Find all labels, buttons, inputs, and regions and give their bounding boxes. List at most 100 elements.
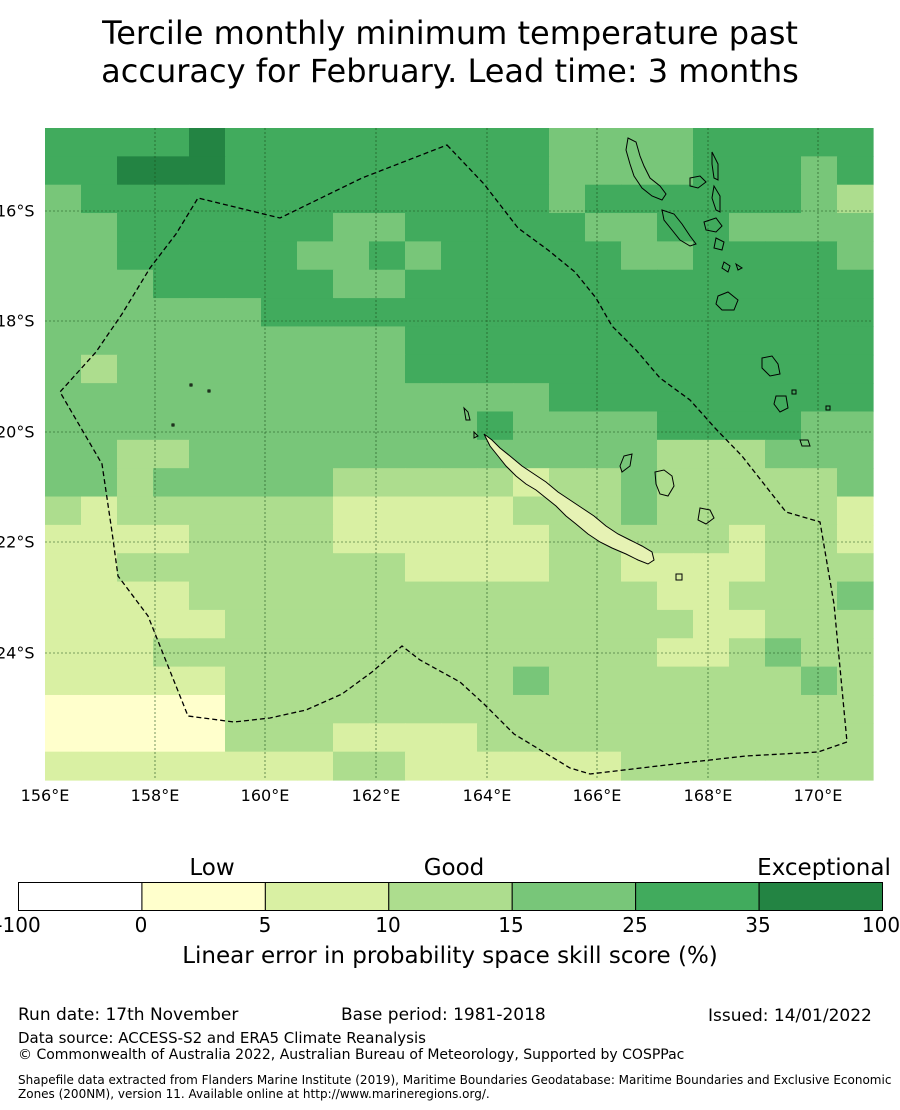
- grid-cell: [513, 694, 550, 724]
- grid-cell: [801, 723, 838, 753]
- grid-cell: [621, 751, 658, 781]
- grid-cell: [549, 439, 586, 469]
- grid-cell: [189, 468, 226, 498]
- grid-cell: [261, 751, 298, 781]
- grid-cell: [801, 751, 838, 781]
- grid-cell: [621, 723, 658, 753]
- grid-cell: [405, 156, 442, 186]
- grid-cell: [621, 156, 658, 186]
- grid-cell: [81, 241, 118, 271]
- grid-cell: [729, 326, 766, 356]
- grid-cell: [45, 553, 82, 583]
- chart-title: Tercile monthly minimum temperature past…: [0, 14, 900, 90]
- lat-label-24s: 24°S: [0, 643, 35, 663]
- grid-cell: [729, 213, 766, 242]
- grid-cell: [657, 496, 694, 526]
- colorbar-segment: [758, 882, 884, 911]
- colorbar-title: Linear error in probability space skill …: [182, 943, 718, 969]
- grid-cell: [801, 241, 838, 271]
- grid-cell: [729, 156, 766, 186]
- grid-cell: [297, 213, 334, 242]
- grid-cell: [333, 638, 370, 668]
- grid-cell: [405, 638, 442, 668]
- grid-cell: [657, 411, 694, 441]
- grid-cell: [153, 751, 190, 781]
- grid-cell: [765, 694, 802, 724]
- grid-cell: [189, 751, 226, 781]
- grid-cell: [45, 156, 82, 186]
- grid-cell: [729, 184, 766, 214]
- grid-cell: [621, 184, 658, 214]
- grid-cell: [585, 468, 622, 498]
- grid-cell: [333, 553, 370, 583]
- grid-cell: [513, 723, 550, 753]
- grid-cell: [45, 496, 82, 526]
- grid-cell: [189, 269, 226, 299]
- grid-cell: [405, 411, 442, 441]
- grid-cell: [441, 411, 478, 441]
- lon-label-164e: 164°E: [462, 786, 512, 805]
- grid-cell: [657, 128, 694, 157]
- grid-cell: [189, 609, 226, 639]
- grid-cell: [513, 609, 550, 639]
- grid-cell: [81, 326, 118, 356]
- grid-cell: [621, 581, 658, 611]
- grid-cell: [657, 581, 694, 611]
- grid-cell: [333, 439, 370, 469]
- grid-cell: [837, 383, 874, 413]
- grid-cell: [261, 439, 298, 469]
- grid-cell: [369, 439, 406, 469]
- grid-cell: [621, 496, 658, 526]
- grid-cell: [297, 128, 334, 157]
- grid-cell: [765, 553, 802, 583]
- grid-cell: [297, 666, 334, 696]
- grid-cell: [405, 553, 442, 583]
- grid-cell: [369, 638, 406, 668]
- grid-cell: [405, 694, 442, 724]
- grid-cell: [153, 326, 190, 356]
- lon-label-168e: 168°E: [683, 786, 733, 805]
- grid-cell: [117, 694, 154, 724]
- grid-cell: [765, 269, 802, 299]
- grid-cell: [405, 524, 442, 554]
- grid-cell: [513, 496, 550, 526]
- grid-cell: [333, 269, 370, 299]
- grid-cell: [369, 298, 406, 328]
- grid-cell: [369, 213, 406, 242]
- grid-cell: [657, 524, 694, 554]
- grid-cell: [477, 298, 514, 328]
- grid-cell: [369, 751, 406, 781]
- grid-cell: [333, 383, 370, 413]
- grid-cell: [657, 241, 694, 271]
- grid-cell: [225, 496, 262, 526]
- grid-cell: [441, 184, 478, 214]
- grid-cell: [657, 468, 694, 498]
- lon-label-166e: 166°E: [572, 786, 622, 805]
- grid-cell: [369, 666, 406, 696]
- grid-cell: [189, 326, 226, 356]
- grid-cell: [441, 383, 478, 413]
- grid-cell: [693, 269, 730, 299]
- grid-cell: [477, 128, 514, 157]
- grid-cell: [657, 694, 694, 724]
- grid-cell: [153, 694, 190, 724]
- grid-cell: [513, 553, 550, 583]
- grid-cell: [405, 269, 442, 299]
- grid-cell: [333, 581, 370, 611]
- grid-cell: [153, 269, 190, 299]
- grid-cell: [369, 496, 406, 526]
- grid-cell: [765, 581, 802, 611]
- grid-cell: [585, 128, 622, 157]
- grid-cell: [369, 553, 406, 583]
- grid-cell: [549, 666, 586, 696]
- grid-cell: [729, 694, 766, 724]
- grid-cell: [261, 581, 298, 611]
- grid-cell: [81, 666, 118, 696]
- grid-cell: [81, 468, 118, 498]
- grid-cell: [585, 609, 622, 639]
- grid-cell: [225, 468, 262, 498]
- grid-cell: [585, 553, 622, 583]
- grid-cell: [225, 723, 262, 753]
- island-maewo: [711, 151, 719, 181]
- tick-label: 5: [258, 913, 272, 937]
